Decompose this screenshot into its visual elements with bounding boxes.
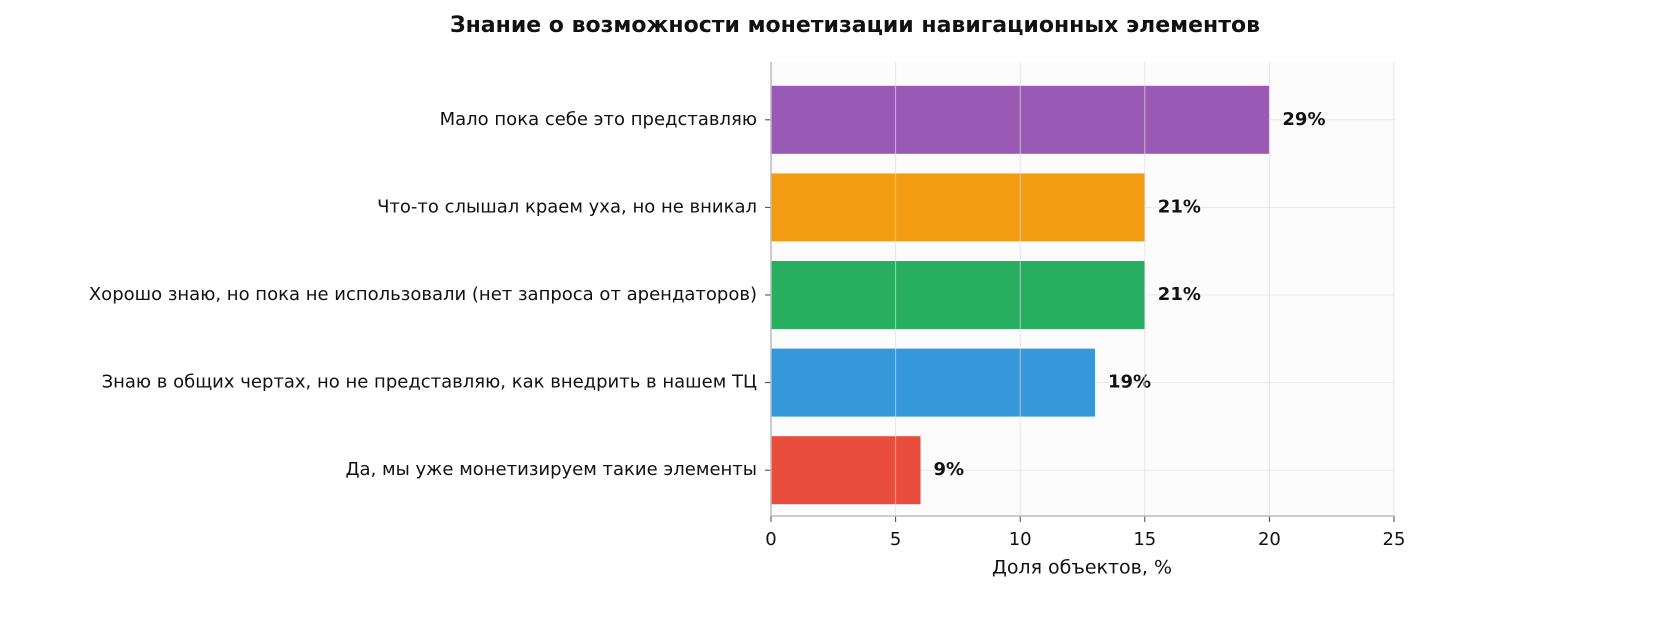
bar xyxy=(771,261,1145,329)
bar-label: 21% xyxy=(1158,284,1201,305)
bar-label: 29% xyxy=(1282,109,1325,130)
bar-label: 9% xyxy=(934,459,965,480)
x-tick-label: 5 xyxy=(890,529,901,550)
y-tick-label: Хорошо знаю, но пока не использовали (не… xyxy=(89,284,757,305)
bar-label: 19% xyxy=(1108,372,1151,393)
y-tick-label: Что-то слышал краем уха, но не вникал xyxy=(377,196,757,217)
x-tick-label: 10 xyxy=(1009,529,1032,550)
x-tick-label: 20 xyxy=(1258,529,1281,550)
x-tick-label: 0 xyxy=(765,529,776,550)
bar-label: 21% xyxy=(1158,196,1201,217)
x-tick-label: 25 xyxy=(1383,529,1406,550)
y-tick-label: Да, мы уже монетизируем такие элементы xyxy=(345,459,757,480)
y-tick-label: Мало пока себе это представляю xyxy=(440,109,757,130)
x-axis-label: Доля объектов, % xyxy=(992,557,1172,579)
bar xyxy=(771,348,1095,417)
x-tick-label: 15 xyxy=(1133,529,1156,550)
y-tick-label: Знаю в общих чертах, но не представляю, … xyxy=(102,372,757,393)
bar xyxy=(771,436,921,505)
bar xyxy=(771,173,1145,242)
chart-title: Знание о возможности монетизации навигац… xyxy=(450,13,1260,38)
